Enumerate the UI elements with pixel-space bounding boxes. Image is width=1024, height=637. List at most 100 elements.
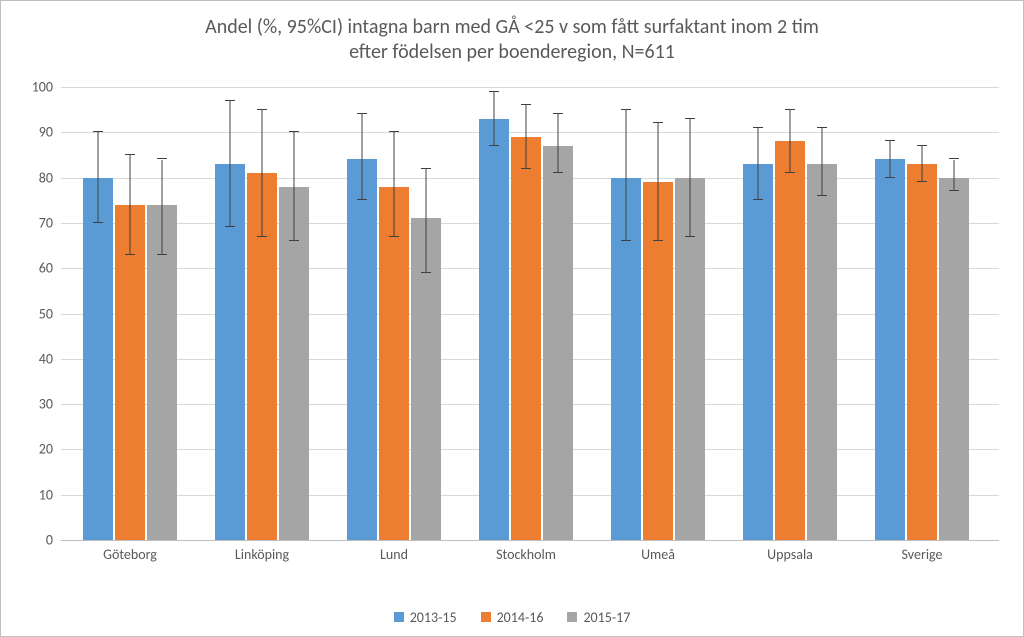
errorbar-stem xyxy=(890,141,891,177)
errorbar-cap xyxy=(289,131,299,132)
errorbar-stem xyxy=(230,101,231,228)
errorbar-stem xyxy=(526,105,527,168)
errorbar xyxy=(543,87,573,540)
errorbar xyxy=(807,87,837,540)
errorbar-cap xyxy=(653,122,663,123)
errorbar-cap xyxy=(125,154,135,155)
errorbar-cap xyxy=(421,272,431,273)
errorbar-cap xyxy=(949,190,959,191)
errorbar xyxy=(611,87,641,540)
chart-title: Andel (%, 95%CI) intagna barn med GÅ <25… xyxy=(1,1,1023,71)
errorbar-cap xyxy=(753,127,763,128)
errorbar-cap xyxy=(289,240,299,241)
errorbar xyxy=(479,87,509,540)
y-tick-label: 60 xyxy=(39,260,61,277)
errorbar-cap xyxy=(885,177,895,178)
y-tick-label: 30 xyxy=(39,396,61,413)
errorbar-stem xyxy=(362,114,363,200)
errorbar-cap xyxy=(621,109,631,110)
errorbar-cap xyxy=(949,158,959,159)
y-tick-label: 0 xyxy=(46,532,61,549)
errorbar xyxy=(147,87,177,540)
errorbar-stem xyxy=(130,155,131,255)
errorbar-cap xyxy=(917,145,927,146)
category-label: Stockholm xyxy=(496,540,556,563)
errorbar-cap xyxy=(225,226,235,227)
category-group xyxy=(479,87,573,540)
errorbar-cap xyxy=(357,199,367,200)
legend-swatch xyxy=(567,612,577,622)
y-tick-label: 40 xyxy=(39,350,61,367)
errorbar-stem xyxy=(690,119,691,237)
legend-swatch xyxy=(394,612,404,622)
errorbar-cap xyxy=(357,113,367,114)
errorbar-cap xyxy=(157,158,167,159)
y-tick-label: 80 xyxy=(39,169,61,186)
category-label: Uppsala xyxy=(767,540,813,563)
errorbar xyxy=(379,87,409,540)
legend-item: 2014-16 xyxy=(481,609,544,626)
errorbar-stem xyxy=(790,110,791,173)
errorbar xyxy=(347,87,377,540)
errorbar xyxy=(215,87,245,540)
errorbar-cap xyxy=(157,254,167,255)
category-group xyxy=(875,87,969,540)
errorbar-cap xyxy=(257,236,267,237)
category-label: Umeå xyxy=(641,540,675,563)
errorbar xyxy=(279,87,309,540)
errorbar-stem xyxy=(822,128,823,196)
category-label: Linköping xyxy=(235,540,289,563)
errorbar xyxy=(643,87,673,540)
errorbar xyxy=(511,87,541,540)
legend-label: 2014-16 xyxy=(497,609,544,626)
errorbar xyxy=(907,87,937,540)
errorbar-cap xyxy=(785,109,795,110)
errorbar-cap xyxy=(257,109,267,110)
errorbar-cap xyxy=(389,131,399,132)
category-label: Göteborg xyxy=(103,540,157,563)
errorbar-cap xyxy=(421,168,431,169)
errorbar-cap xyxy=(685,236,695,237)
legend-swatch xyxy=(481,612,491,622)
y-tick-label: 10 xyxy=(39,486,61,503)
category-group xyxy=(611,87,705,540)
errorbar xyxy=(939,87,969,540)
errorbar-stem xyxy=(262,110,263,237)
legend-item: 2015-17 xyxy=(567,609,630,626)
y-tick-label: 100 xyxy=(32,79,61,96)
errorbar-stem xyxy=(658,123,659,241)
category-group xyxy=(83,87,177,540)
errorbar-stem xyxy=(98,132,99,223)
errorbar-cap xyxy=(653,240,663,241)
errorbar-cap xyxy=(621,240,631,241)
legend: 2013-15 2014-16 2015-17 xyxy=(1,609,1023,627)
chart-title-line2: efter födelsen per boenderegion, N=611 xyxy=(349,40,675,64)
errorbar-cap xyxy=(685,118,695,119)
errorbar-stem xyxy=(558,114,559,173)
errorbar xyxy=(83,87,113,540)
errorbar-cap xyxy=(521,168,531,169)
errorbar xyxy=(743,87,773,540)
legend-label: 2013-15 xyxy=(410,609,457,626)
errorbar xyxy=(411,87,441,540)
errorbar-cap xyxy=(93,131,103,132)
y-tick-label: 70 xyxy=(39,214,61,231)
errorbar-cap xyxy=(489,145,499,146)
chart-container: Andel (%, 95%CI) intagna barn med GÅ <25… xyxy=(0,0,1024,637)
errorbar xyxy=(875,87,905,540)
errorbar xyxy=(675,87,705,540)
category-label: Lund xyxy=(380,540,408,563)
category-group xyxy=(743,87,837,540)
errorbar-cap xyxy=(553,113,563,114)
errorbar-stem xyxy=(426,169,427,273)
y-tick-label: 20 xyxy=(39,441,61,458)
errorbar-cap xyxy=(389,236,399,237)
errorbar-stem xyxy=(162,160,163,255)
errorbar-cap xyxy=(885,140,895,141)
category-group xyxy=(347,87,441,540)
errorbar-cap xyxy=(817,195,827,196)
errorbar-cap xyxy=(93,222,103,223)
errorbar xyxy=(247,87,277,540)
errorbar-cap xyxy=(125,254,135,255)
plot-area-wrap: 0102030405060708090100GöteborgLinköpingL… xyxy=(61,87,999,561)
